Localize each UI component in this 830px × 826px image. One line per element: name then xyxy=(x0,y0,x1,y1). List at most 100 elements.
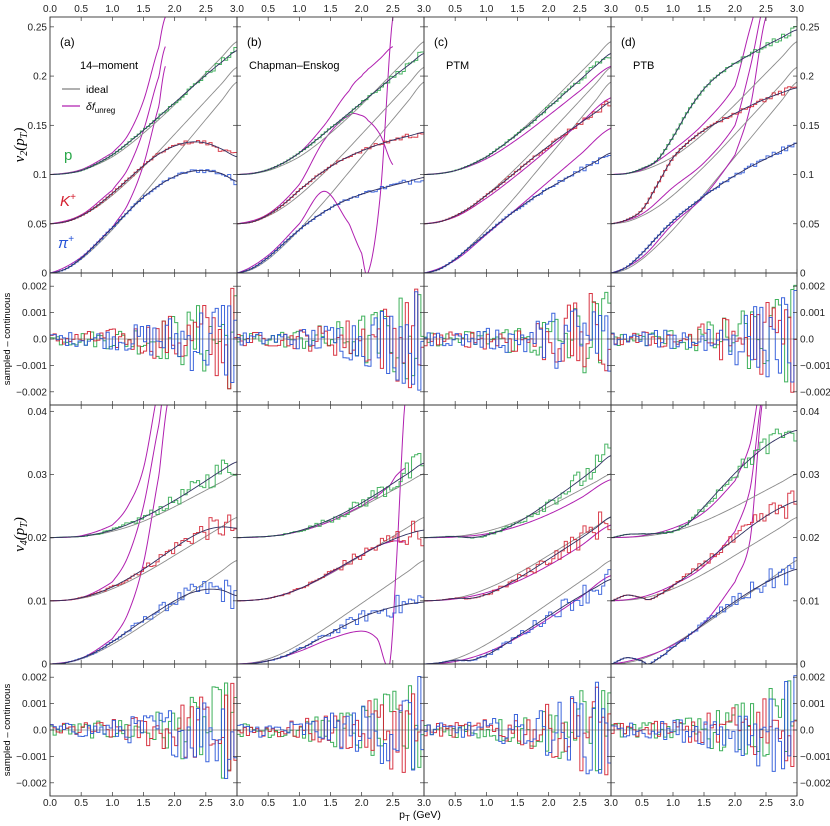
y-tick-label-right: −0.002 xyxy=(800,387,830,398)
y-axis-title-part: (p xyxy=(12,138,28,151)
x-tick-label-top: 1.5 xyxy=(511,4,525,15)
ideal-curve-p xyxy=(237,473,424,539)
x-tick-label-top: 1.0 xyxy=(666,4,680,15)
x-tick-label-top: 2.0 xyxy=(542,4,556,15)
continuous-curve-p xyxy=(424,455,611,539)
y-tick-label-right: 0.002 xyxy=(800,282,825,293)
y-tick-label-right: 0.2 xyxy=(800,72,814,83)
sampled-hist-p xyxy=(237,453,424,539)
x-tick-label: 2.0 xyxy=(355,798,369,809)
x-tick-label-top: 1.0 xyxy=(479,4,493,15)
legend-label-unreg: δfunreg xyxy=(86,101,115,115)
unreg-curve-p xyxy=(611,17,754,176)
y-tick-label-left: 0.001 xyxy=(22,308,47,319)
x-tick-label: 3.0 xyxy=(417,798,431,809)
panels-layer xyxy=(50,17,797,780)
y-tick-label-right: 0.1 xyxy=(800,170,814,181)
method-label: PTB xyxy=(633,60,654,72)
continuous-curve-K xyxy=(237,131,424,225)
continuous-curve-K xyxy=(50,141,237,225)
y-tick-label-left: 0.01 xyxy=(28,596,48,607)
continuous-curve-K xyxy=(424,516,611,602)
y-tick-label-left: 0.02 xyxy=(28,533,48,544)
y-tick-label-left: 0 xyxy=(41,269,47,280)
residual-hist-K xyxy=(50,287,237,390)
x-tick-label-top: 1.0 xyxy=(105,4,119,15)
x-tick-label: 2.0 xyxy=(168,798,182,809)
x-tick-label: 3.0 xyxy=(604,798,618,809)
y-tick-label-right: 0.04 xyxy=(800,407,820,418)
y-tick-label-left: 0.05 xyxy=(28,219,48,230)
sampled-hist-K xyxy=(50,139,237,225)
x-tick-label: 0.5 xyxy=(635,798,649,809)
residual-hist-pi xyxy=(237,675,424,771)
ideal-curve-pi xyxy=(237,81,424,273)
continuous-curve-pi xyxy=(50,170,237,273)
x-tick-label-top: 1.5 xyxy=(697,4,711,15)
y-axis-title-part: v xyxy=(12,155,28,162)
residual-hist-p xyxy=(50,295,237,390)
y-tick-label-left: −0.002 xyxy=(16,778,47,789)
sampled-hist-pi xyxy=(50,169,237,273)
continuous-curve-p xyxy=(611,429,797,539)
species-name: π xyxy=(58,235,69,252)
sampled-hist-pi xyxy=(424,569,611,664)
x-axis-title: pT (GeV) xyxy=(399,809,441,823)
x-tick-label-top: 2.5 xyxy=(386,4,400,15)
y-axis-title-part: 2 xyxy=(19,151,30,156)
residual-axis-title: sampled – continuous xyxy=(2,293,13,386)
continuous-curve-K xyxy=(611,500,797,602)
ideal-curve-K xyxy=(424,66,611,225)
residual-hist-pi xyxy=(611,289,797,383)
x-tick-label-top: 2.0 xyxy=(168,4,182,15)
y-tick-label-right: −0.001 xyxy=(800,361,830,372)
y-tick-label-right: 0.0 xyxy=(800,726,814,737)
y-tick-label-left: −0.001 xyxy=(16,361,47,372)
panel-frame xyxy=(423,16,612,274)
sampled-hist-p xyxy=(424,443,611,539)
method-label: PTM xyxy=(446,60,469,72)
x-tick-label: 1.0 xyxy=(292,798,306,809)
y-tick-label-left: 0.0 xyxy=(33,726,47,737)
sampled-hist-K xyxy=(424,100,611,225)
y-tick-label-right: 0.02 xyxy=(800,533,820,544)
unreg-curve-p xyxy=(50,405,156,539)
y-tick-label-right: 0 xyxy=(800,269,806,280)
legend-label-sub: unreg xyxy=(95,106,115,115)
species-name: K xyxy=(60,193,71,210)
x-tick-label: 2.5 xyxy=(759,798,773,809)
panel-label: (c) xyxy=(434,35,448,49)
y-tick-label-left: 0.25 xyxy=(28,22,48,33)
panel-label: (d) xyxy=(621,35,636,49)
continuous-curve-K xyxy=(424,101,611,225)
residual-axis-title: sampled – continuous xyxy=(2,684,13,777)
panel-frame xyxy=(236,16,425,274)
residual-hist-pi xyxy=(50,702,237,780)
panel-frame xyxy=(610,16,798,274)
x-tick-label-top: 0.5 xyxy=(74,4,88,15)
ideal-curve-K xyxy=(237,66,424,225)
y-tick-label-right: 0.15 xyxy=(800,121,820,132)
x-tick-label: 0.5 xyxy=(448,798,462,809)
y-axis-title-part: T xyxy=(19,521,30,528)
y-tick-label-right: 0.001 xyxy=(800,699,825,710)
y-tick-label-left: 0.001 xyxy=(22,699,47,710)
y-tick-label-right: −0.001 xyxy=(800,752,830,763)
residual-hist-pi xyxy=(424,681,611,775)
method-label: 14–moment xyxy=(80,60,138,72)
y-axis-title-part: (p xyxy=(12,527,28,540)
continuous-curve-p xyxy=(50,50,237,175)
sampled-hist-pi xyxy=(50,579,237,664)
y-tick-label-right: 0.05 xyxy=(800,219,820,230)
continuous-curve-K xyxy=(611,87,797,225)
ideal-curve-pi xyxy=(50,559,237,664)
y-axis-title-part: ) xyxy=(12,517,28,523)
x-tick-label-top: 3.0 xyxy=(417,4,431,15)
x-tick-label: 0.5 xyxy=(261,798,275,809)
continuous-curve-pi xyxy=(424,152,611,273)
y-tick-label-left: 0.15 xyxy=(28,121,48,132)
sampled-hist-K xyxy=(611,86,797,225)
unreg-curve-K xyxy=(50,46,166,225)
continuous-curve-pi xyxy=(237,177,424,273)
legend-label-main: δf xyxy=(86,101,96,113)
